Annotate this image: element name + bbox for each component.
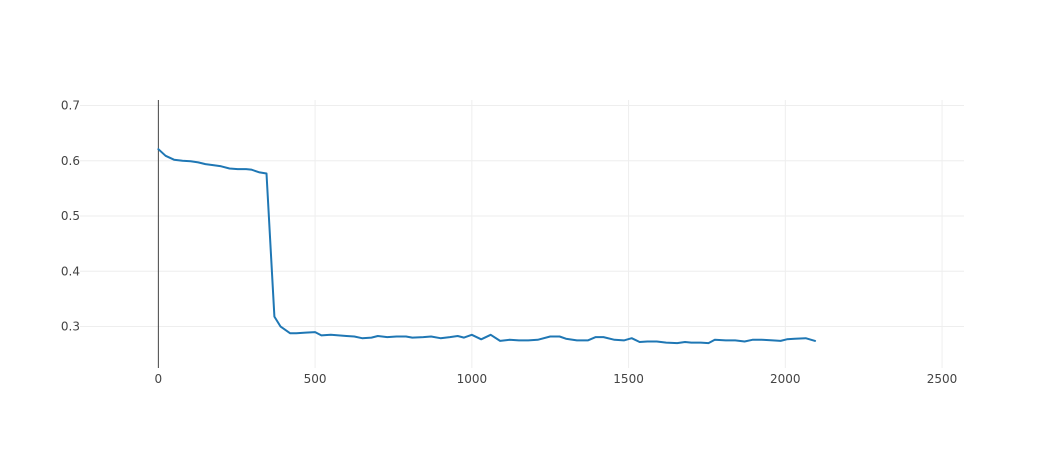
y-tick-label: 0.6 [61, 154, 80, 168]
y-tick-label: 0.3 [61, 320, 80, 334]
x-tick-label: 2000 [770, 372, 801, 386]
tick-label-layer: 0.3 0.4 0.5 0.6 0.7 0 500 1000 1500 2000 2500 [61, 99, 957, 386]
y-tick-label: 0.5 [61, 209, 80, 223]
x-tick-label: 0 [155, 372, 163, 386]
x-tick-label: 2500 [927, 372, 958, 386]
y-tick-label: 0.4 [61, 264, 80, 278]
series-layer [157, 148, 817, 345]
x-tick-label: 1500 [613, 372, 644, 386]
grid-layer [80, 100, 964, 368]
x-tick-label: 500 [304, 372, 327, 386]
series-line [157, 148, 817, 345]
y-tick-label: 0.7 [61, 99, 80, 113]
x-tick-label: 1000 [457, 372, 488, 386]
